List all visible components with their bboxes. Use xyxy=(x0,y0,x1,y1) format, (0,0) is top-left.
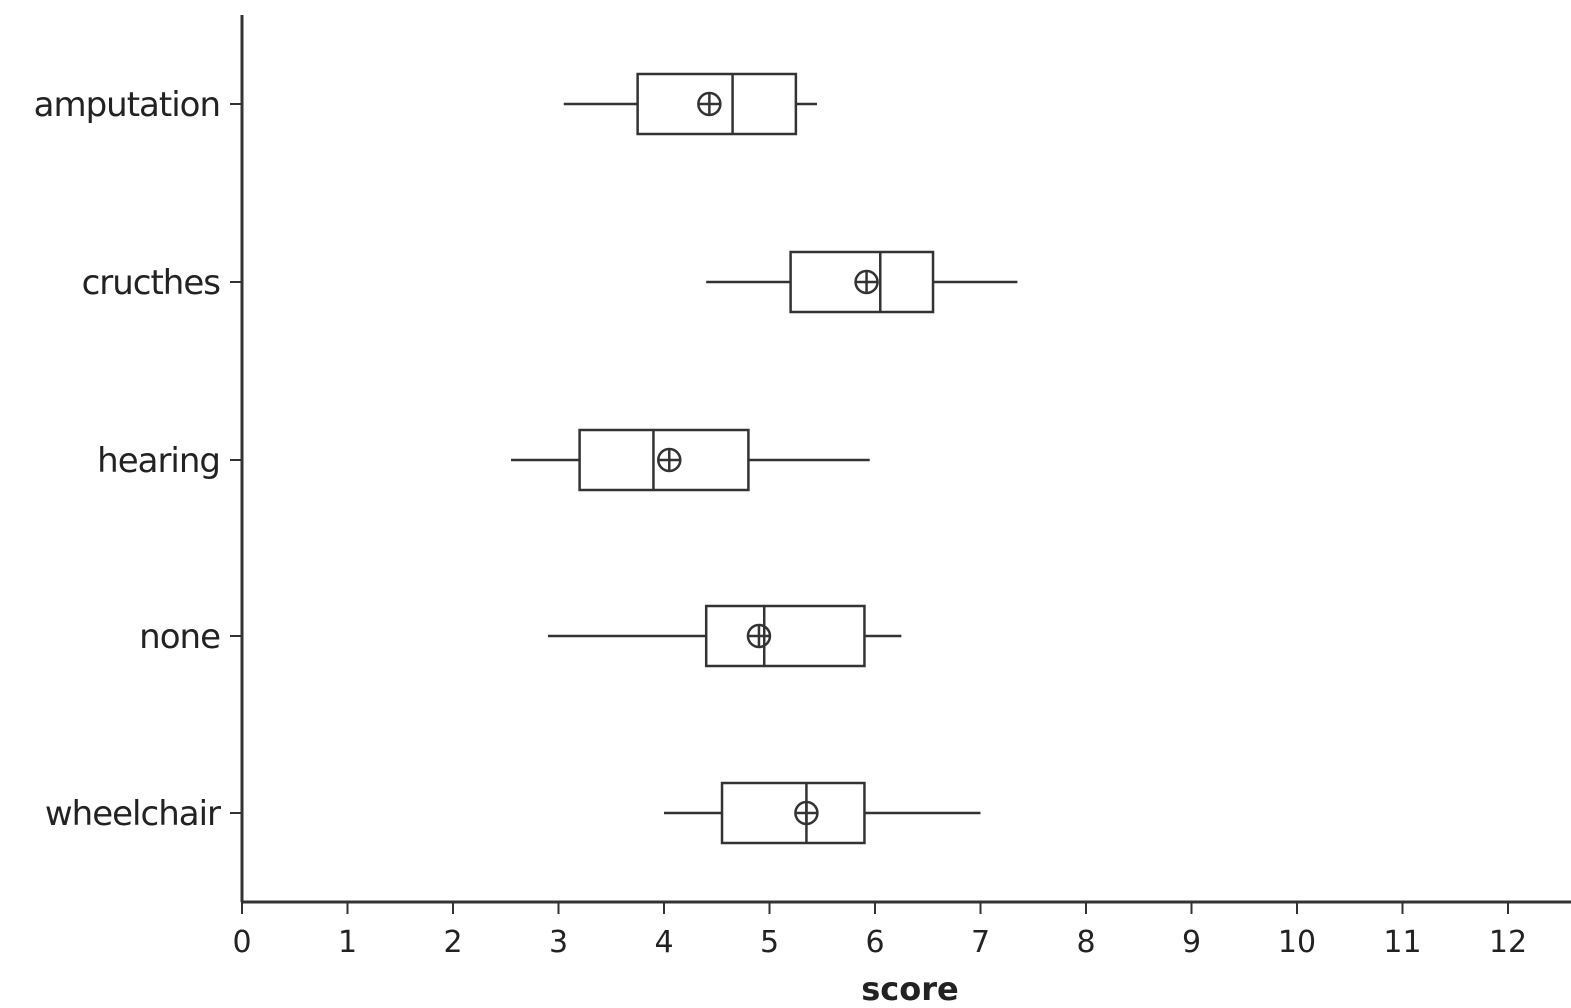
category-label: amputation xyxy=(34,85,220,125)
x-tick-label: 6 xyxy=(865,925,884,960)
x-tick-label: 9 xyxy=(1182,925,1201,960)
x-tick-label: 3 xyxy=(549,925,568,960)
x-tick-label: 2 xyxy=(443,925,462,960)
category-label: none xyxy=(139,617,220,657)
mean-marker xyxy=(794,800,819,826)
x-axis-title: score xyxy=(861,970,958,1008)
category-label: cructhes xyxy=(82,263,221,303)
x-tick-label: 0 xyxy=(232,925,251,960)
x-tick-label: 7 xyxy=(971,925,990,960)
box-group-cructhes xyxy=(706,250,1018,314)
x-tick-label: 4 xyxy=(654,925,673,960)
boxes xyxy=(511,72,1018,845)
iqr-box xyxy=(720,781,866,845)
box-group-hearing xyxy=(511,428,870,492)
x-tick-label: 10 xyxy=(1278,925,1316,960)
box-group-wheelchair xyxy=(664,781,981,845)
category-label: hearing xyxy=(97,441,220,481)
mean-marker xyxy=(657,447,682,473)
x-tick-label: 5 xyxy=(760,925,779,960)
mean-marker xyxy=(746,623,772,649)
mean-marker xyxy=(854,269,879,295)
iqr-box xyxy=(789,250,935,314)
iqr-box xyxy=(704,604,866,668)
x-ticks: 0 1 2 3 4 5 6 7 8 9 10 11 12 xyxy=(232,902,1527,960)
x-tick-label: 8 xyxy=(1076,925,1095,960)
axes xyxy=(240,15,1571,904)
mean-marker xyxy=(697,91,722,117)
category-labels: amputation cructhes hearing none wheelchair xyxy=(34,85,242,834)
x-tick-label: 12 xyxy=(1489,925,1527,960)
x-tick-label: 11 xyxy=(1383,925,1421,960)
box-group-amputation xyxy=(563,72,817,136)
box-group-none xyxy=(547,604,902,668)
category-label: wheelchair xyxy=(45,794,221,834)
x-tick-label: 1 xyxy=(338,925,357,960)
